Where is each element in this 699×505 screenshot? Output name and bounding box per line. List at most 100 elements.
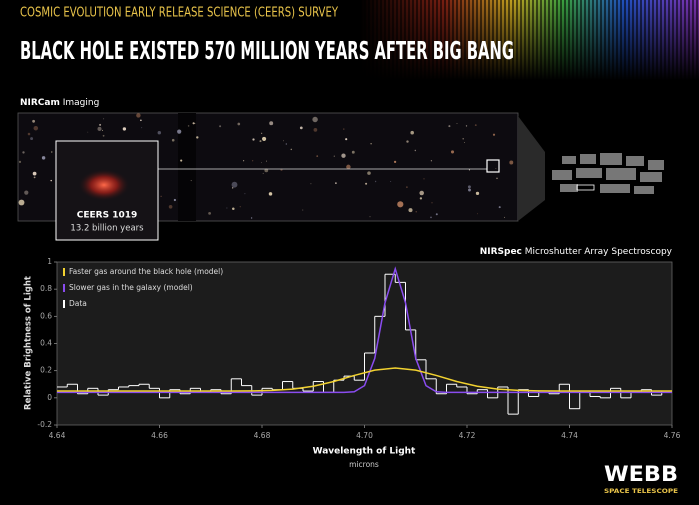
- star: [414, 149, 416, 152]
- star: [285, 143, 287, 145]
- star: [464, 142, 465, 143]
- star: [477, 213, 478, 215]
- star: [261, 132, 263, 134]
- legend-label: Slower gas in the galaxy (model): [69, 283, 193, 292]
- x-axis-label: Wavelength of Light: [313, 447, 416, 457]
- star: [33, 176, 36, 179]
- star: [335, 182, 337, 184]
- star: [509, 160, 514, 165]
- star: [187, 125, 190, 127]
- star: [341, 153, 346, 158]
- star: [41, 156, 46, 160]
- star: [190, 180, 192, 182]
- star: [312, 116, 318, 123]
- legend-swatch: [63, 284, 65, 292]
- star: [370, 143, 372, 145]
- star: [374, 180, 377, 183]
- spectroscopy-label: NIRSpec Microshutter Array Spectroscopy: [480, 247, 673, 257]
- star: [32, 119, 36, 123]
- x-axis-unit: microns: [349, 460, 379, 469]
- star: [262, 136, 267, 141]
- star: [219, 125, 222, 128]
- y-axis-label: Relative Brightness of Light: [24, 276, 34, 410]
- plot: [57, 266, 672, 415]
- star: [50, 179, 52, 182]
- legend-label: Faster gas around the black hole (model): [69, 267, 223, 276]
- star: [504, 216, 506, 218]
- imaging-label: NIRCam Imaging: [20, 98, 99, 108]
- star: [101, 129, 104, 131]
- x-tick-label: 4.66: [151, 431, 168, 440]
- star: [261, 162, 263, 164]
- model-line: [57, 266, 672, 394]
- star: [430, 160, 433, 162]
- y-tick-label: 0.8: [40, 284, 52, 293]
- star: [18, 160, 22, 163]
- star: [22, 151, 25, 154]
- label: Imaging: [63, 98, 100, 108]
- star: [496, 177, 498, 180]
- star: [231, 181, 238, 188]
- spectrum-banner: [360, 0, 699, 80]
- star: [102, 134, 105, 137]
- x-tick-label: 4.68: [254, 431, 271, 440]
- logo-name: WEBB: [604, 462, 678, 486]
- legend-swatch: [63, 268, 65, 276]
- star: [369, 216, 371, 218]
- star: [51, 151, 53, 153]
- star: [468, 169, 470, 171]
- star: [333, 155, 335, 157]
- label: Microshutter Array Spectroscopy: [525, 247, 673, 257]
- legend: Faster gas around the black hole (model)…: [63, 267, 223, 308]
- x-tick-label: 4.64: [49, 431, 66, 440]
- x-tick-label: 4.70: [356, 431, 373, 440]
- star: [430, 216, 432, 219]
- star: [157, 130, 162, 135]
- star: [316, 155, 319, 157]
- star: [492, 133, 496, 136]
- star: [498, 206, 501, 209]
- star: [140, 119, 142, 122]
- inset-name: CEERS 1019: [77, 211, 138, 221]
- star: [351, 150, 355, 154]
- star: [266, 160, 267, 162]
- star: [237, 122, 241, 126]
- star: [448, 125, 451, 128]
- star: [87, 131, 89, 133]
- star: [97, 126, 102, 131]
- star: [168, 204, 173, 209]
- star: [283, 140, 284, 142]
- star: [408, 208, 413, 213]
- star: [173, 198, 177, 202]
- star: [232, 207, 235, 210]
- axes: -0.2 0 0.2 0.4 0.6 0.8 1 4.64 4.66 4.68 4.70 4.72 4.…: [37, 257, 680, 440]
- star: [393, 160, 397, 164]
- star: [345, 138, 348, 141]
- y-tick-label: 0.6: [40, 311, 52, 320]
- star: [431, 202, 433, 204]
- subtitle: COSMIC EVOLUTION EARLY RELEASE SCIENCE (…: [20, 6, 338, 21]
- star: [33, 125, 39, 131]
- star: [474, 124, 477, 127]
- star: [226, 207, 228, 209]
- star: [465, 125, 468, 127]
- title: BLACK HOLE EXISTED 570 MILLION YEARS AFT…: [20, 36, 514, 65]
- star: [410, 130, 414, 135]
- star: [99, 123, 102, 126]
- star: [244, 193, 246, 195]
- instrument: NIRSpec: [480, 247, 522, 257]
- star: [252, 138, 255, 141]
- star: [30, 137, 34, 141]
- star: [367, 171, 371, 175]
- y-tick-label: -0.2: [37, 420, 52, 429]
- star: [268, 192, 273, 196]
- star: [264, 168, 269, 173]
- y-tick-label: 1: [47, 257, 52, 266]
- star: [419, 197, 423, 200]
- instrument: NIRCam: [20, 98, 60, 108]
- star: [103, 118, 105, 120]
- star: [180, 159, 183, 162]
- star: [495, 168, 497, 169]
- star: [390, 181, 392, 183]
- star: [435, 213, 438, 216]
